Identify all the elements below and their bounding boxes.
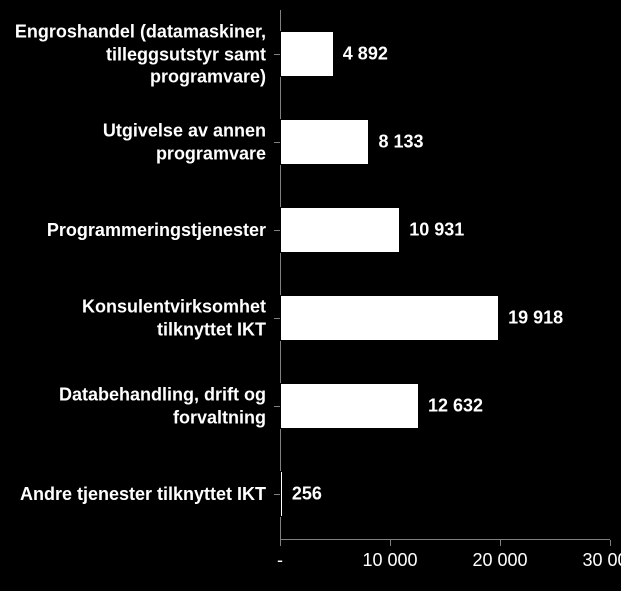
bar: 256: [280, 471, 283, 517]
category-label: Utgivelse av annen programvare: [6, 120, 266, 165]
x-tick: [610, 540, 611, 546]
x-tick-label: 20 000: [472, 550, 527, 571]
x-tick-label: -: [277, 550, 283, 571]
data-label: 19 918: [508, 308, 563, 329]
data-label: 10 931: [409, 220, 464, 241]
category-label: Databehandling, drift og forvaltning: [6, 384, 266, 429]
bar: 19 918: [280, 295, 499, 341]
x-tick-label: 10 000: [362, 550, 417, 571]
bar: 12 632: [280, 383, 419, 429]
chart-row: Engroshandel (datamaskiner, tilleggsutst…: [280, 10, 610, 98]
chart-row: Konsulentvirksomhet tilknyttet IKT19 918: [280, 274, 610, 362]
category-label: Konsulentvirksomhet tilknyttet IKT: [6, 296, 266, 341]
plot-area: -10 00020 00030 000 Engroshandel (datama…: [280, 10, 610, 540]
chart-row: Databehandling, drift og forvaltning12 6…: [280, 362, 610, 450]
bar: 8 133: [280, 119, 369, 165]
x-tick: [500, 540, 501, 546]
data-label: 8 133: [378, 132, 423, 153]
bar: 4 892: [280, 31, 334, 77]
bar: 10 931: [280, 207, 400, 253]
category-label: Engroshandel (datamaskiner, tilleggsutst…: [6, 20, 266, 88]
category-label: Andre tjenester tilknyttet IKT: [6, 483, 266, 506]
bar-chart: - 10 000 20 000 30 000 Engroshandel (datama…: [0, 0, 621, 591]
x-tick-label: 30 000: [582, 550, 621, 571]
chart-row: Utgivelse av annen programvare8 133: [280, 98, 610, 186]
category-label: Programmeringstjenester: [6, 219, 266, 242]
data-label: 12 632: [428, 396, 483, 417]
data-label: 256: [292, 484, 322, 505]
chart-row: Programmeringstjenester10 931: [280, 186, 610, 274]
chart-row: Andre tjenester tilknyttet IKT256: [280, 450, 610, 538]
x-axis: [280, 539, 610, 540]
data-label: 4 892: [343, 44, 388, 65]
x-tick: [390, 540, 391, 546]
x-tick: [280, 540, 281, 546]
